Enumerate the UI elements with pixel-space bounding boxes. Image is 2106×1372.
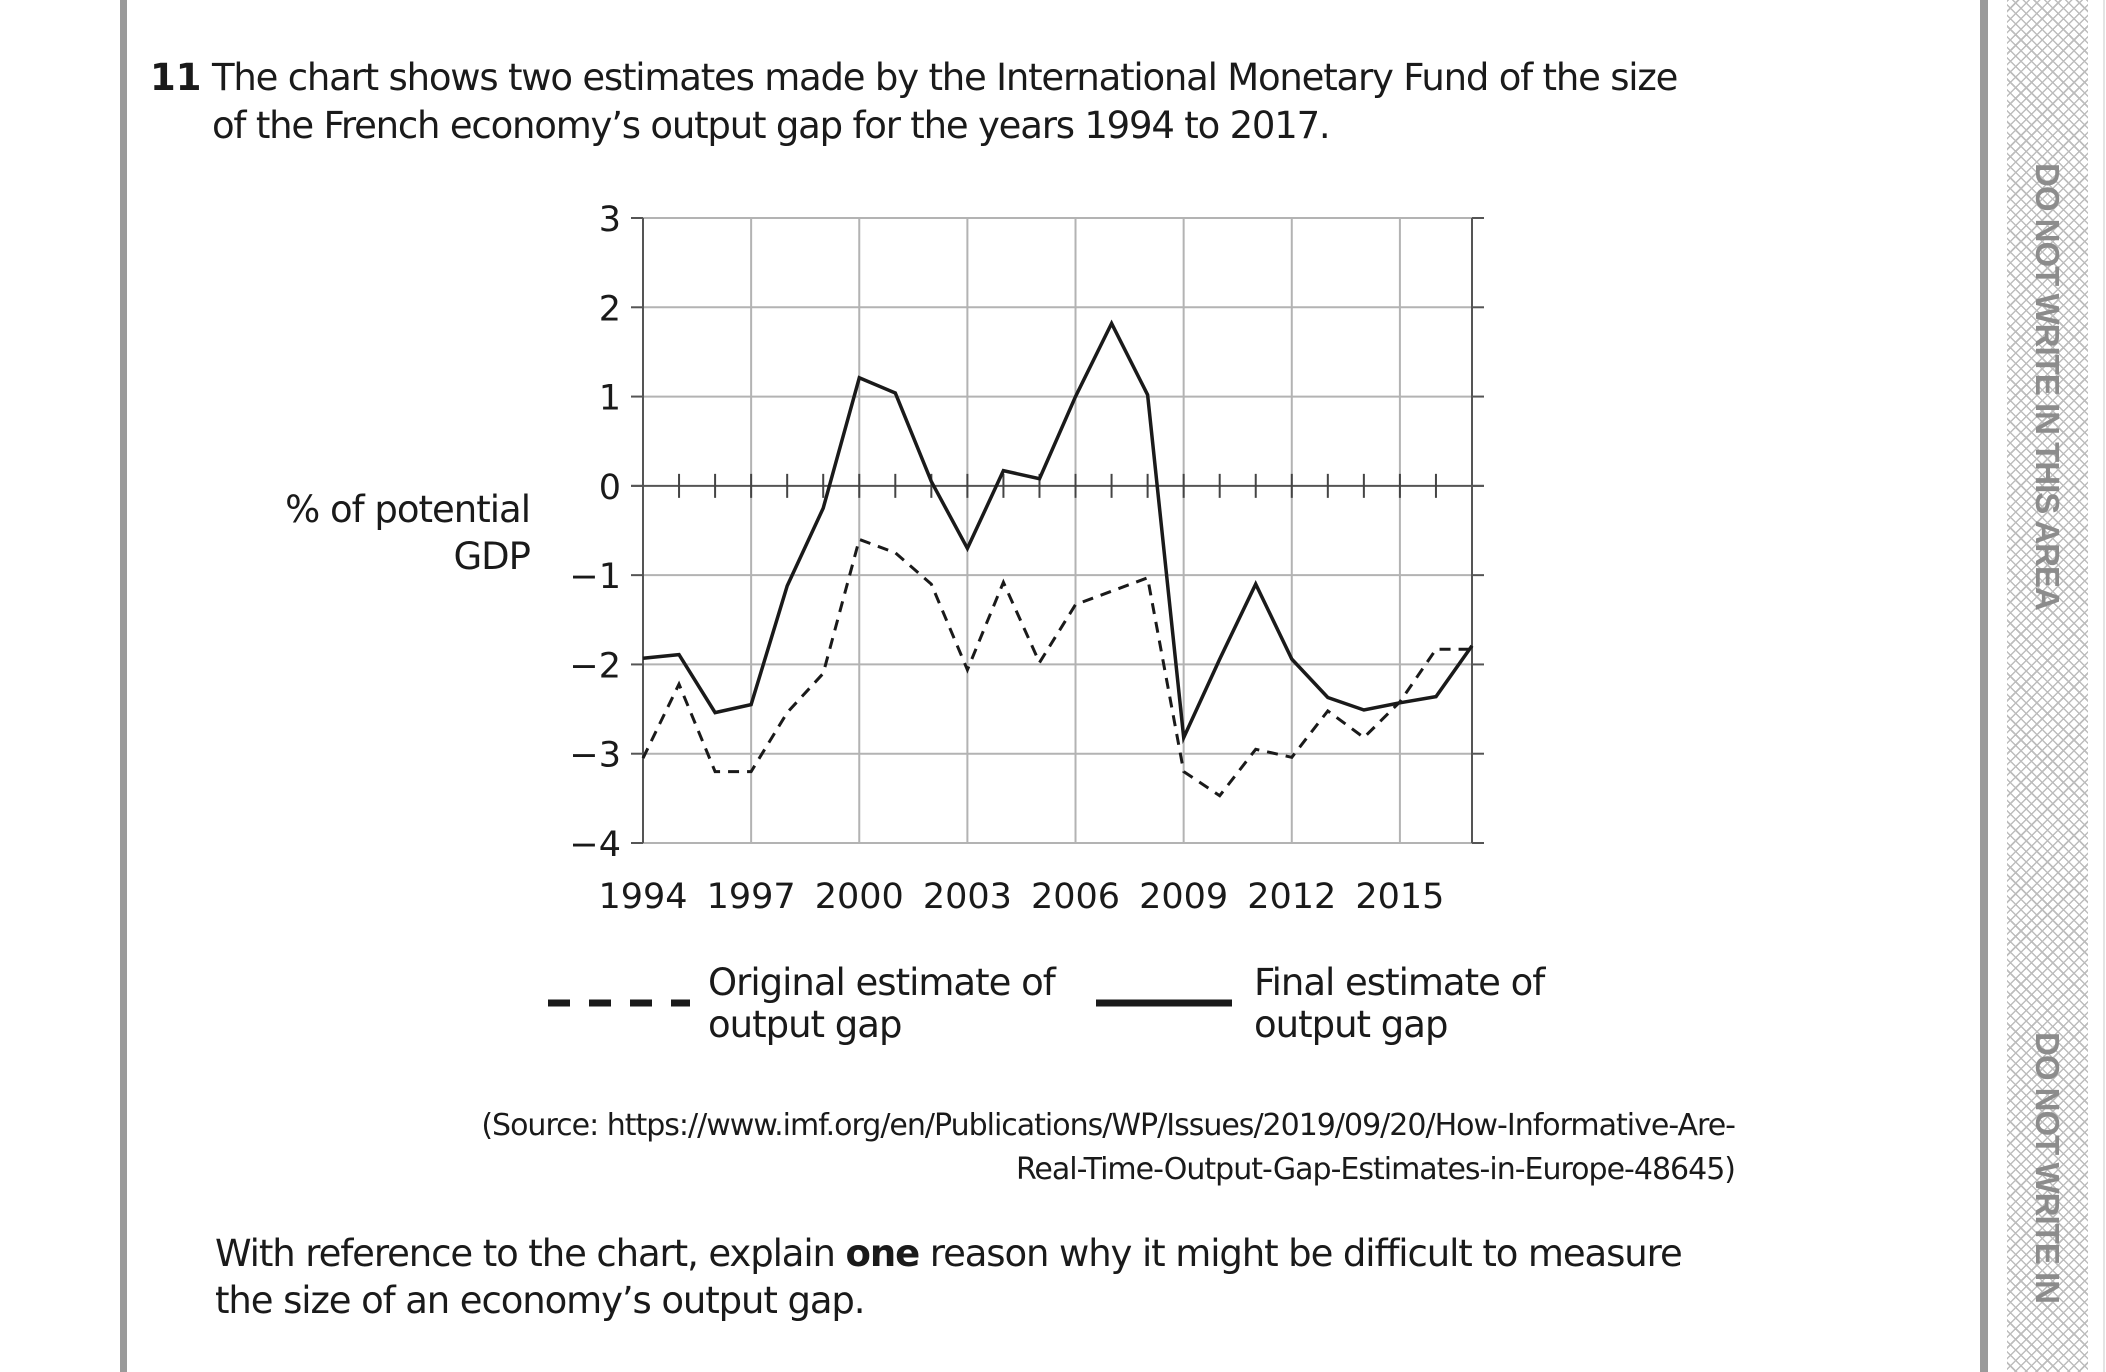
source-line1: (Source: https://www.imf.org/en/Publicat…	[481, 1108, 1736, 1143]
y-tick-label: 3	[599, 200, 621, 240]
do-not-write-margin	[2007, 0, 2088, 1372]
y-tick-label: 0	[599, 468, 621, 508]
y-tick-label: −4	[569, 825, 621, 865]
series-original-line	[641, 537, 1472, 798]
y-axis-label-line1: % of potential	[285, 488, 531, 531]
x-tick-label: 1997	[707, 877, 796, 917]
prompt-line1-end: reason why it might be difficult to meas…	[919, 1232, 1683, 1275]
x-tick-label: 2006	[1031, 877, 1120, 917]
series-final-line	[642, 319, 1474, 745]
prompt-emphasis: one	[845, 1232, 921, 1275]
chart-axes	[631, 217, 1484, 844]
legend-original-line1: Original estimate of	[708, 961, 1056, 1004]
y-tick-label: 2	[599, 289, 621, 329]
page-border-left	[120, 0, 127, 1372]
prompt-line2: the size of an economy’s output gap.	[215, 1279, 866, 1322]
chart-grid	[643, 217, 1472, 844]
y-tick-label: −3	[569, 736, 621, 776]
legend-original-line2: output gap	[708, 1003, 902, 1046]
x-tick-label: 2009	[1139, 877, 1228, 917]
legend-original: Original estimate of output gap	[708, 961, 1056, 1046]
prompt-line1-start: With reference to the chart, explain	[215, 1232, 846, 1275]
source-line2: Real-Time-Output-Gap-Estimates-in-Europe…	[1015, 1152, 1736, 1187]
y-tick-label: −1	[569, 557, 621, 597]
legend-final: Final estimate of output gap	[1254, 961, 1545, 1046]
legend-final-line1: Final estimate of	[1254, 961, 1545, 1004]
x-tick-label: 2015	[1355, 877, 1444, 917]
y-tick-label: −2	[569, 646, 621, 686]
chart-series	[641, 319, 1474, 798]
page-edge	[2103, 0, 2105, 1372]
x-tick-label: 2000	[815, 877, 904, 917]
question-text-line1: The chart shows two estimates made by th…	[212, 56, 1678, 99]
page-border-right	[1980, 0, 1988, 1372]
y-axis-label-line2: GDP	[453, 535, 531, 578]
x-tick-label: 1994	[598, 877, 687, 917]
legend-final-line2: output gap	[1254, 1003, 1448, 1046]
question-text-line2: of the French economy’s output gap for t…	[212, 104, 1331, 147]
question-number: 11	[150, 56, 202, 99]
x-tick-label: 2012	[1247, 877, 1336, 917]
chart-tick-labels: 3 2 1 0 −1 −2 −3 −4 1994 1997 2000 2003 2006 2009 2012…	[569, 200, 1444, 917]
y-tick-label: 1	[599, 379, 621, 419]
x-tick-label: 2003	[923, 877, 1012, 917]
prompt-line1: With reference to the chart, explain one…	[215, 1232, 1683, 1275]
